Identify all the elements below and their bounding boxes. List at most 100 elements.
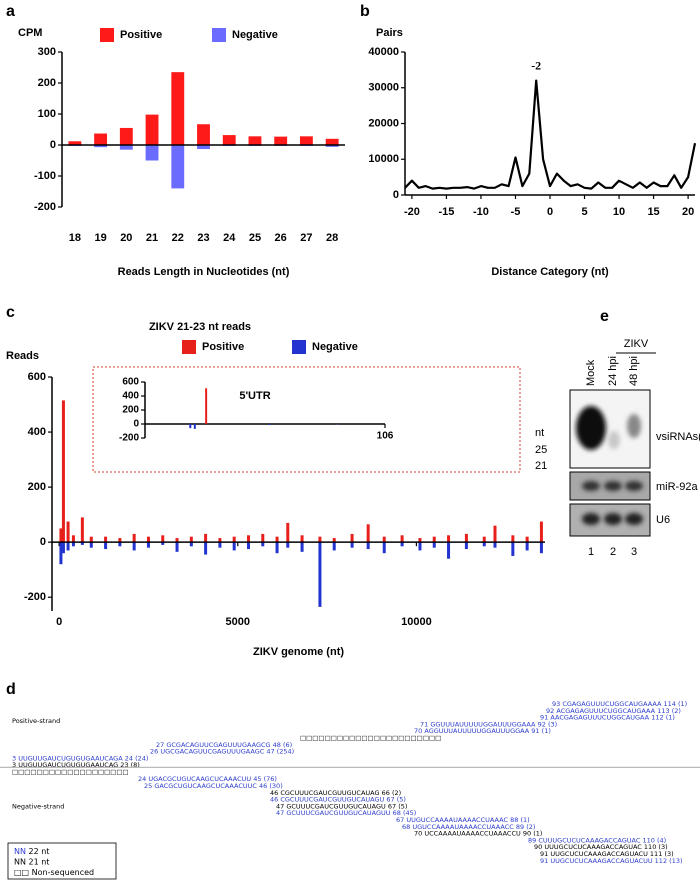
bar (204, 533, 208, 543)
read-seq: UGCGACAGUUCGAGUUUGAAGC (160, 748, 264, 756)
sequence-read: 46 CGCUUUCGAUCGUUGUCAUAGU 67 (5) (270, 796, 406, 804)
bar (286, 542, 290, 548)
bar (175, 542, 179, 552)
sequence-read: 71 GGUUUAUUUUUGGAUUUGGAAA 92 (3) (420, 720, 557, 728)
legend-label: 21 nt (29, 857, 50, 866)
y-tick-label: 100 (38, 108, 56, 120)
read-end: 90 (523, 830, 531, 838)
read-count: (45) (403, 809, 416, 817)
read-seq: UUGCUCUCAAAGACCAGUACUU (550, 857, 652, 865)
read-seq: UUGUUGAUCUGUGUGAAUCAGA (18, 754, 123, 762)
bar (432, 536, 436, 543)
read-end: 68 (393, 809, 401, 817)
bar (68, 141, 82, 145)
bar (539, 521, 543, 543)
read-seq: CGCUUUCGAUCGUUGUCAUAG (280, 789, 379, 797)
bar (145, 145, 159, 161)
x-tick-label: 106 (377, 431, 394, 442)
bar (161, 542, 165, 545)
bar (511, 535, 515, 543)
bar (447, 542, 451, 559)
read-count: (1) (533, 830, 542, 838)
bar (382, 536, 386, 543)
sequence-read: 91 AACGAGAGUUUCUGGCAUGAA 112 (1) (540, 714, 675, 722)
bar (261, 542, 265, 547)
sequence-read: 27 GCGACAGUUCGAGUUUGAAGCG 48 (6) (156, 741, 292, 749)
bar (118, 542, 122, 547)
bar (132, 542, 136, 551)
bar (350, 533, 354, 543)
y-tick-label: 200 (38, 77, 56, 89)
bar (222, 135, 236, 145)
bar (218, 538, 222, 543)
read-start: 26 (150, 748, 158, 756)
read-start: 47 (276, 809, 284, 817)
x-tick-label: 23 (197, 232, 209, 244)
y-tick-label: 600 (122, 377, 139, 388)
y-tick-label: 400 (122, 391, 139, 402)
bar (325, 145, 339, 147)
read-start: 47 (276, 802, 284, 810)
read-seq: GCGACAGUUCGAGUUUGAAGCG (166, 741, 270, 749)
bar (61, 400, 65, 543)
blot-band (582, 481, 600, 491)
y-tick-label: -100 (34, 170, 56, 182)
probe-label: vsiRNAs(-) (656, 431, 700, 443)
bar (248, 136, 262, 145)
read-seq: GGUUUAUUUUUGGAUUUGGAAA (430, 720, 536, 728)
x-tick-label: -10 (473, 206, 489, 218)
bar (232, 536, 236, 543)
sequence-read: 89 CUUUGCUCUCAAAGACCAGUAC 110 (4) (528, 836, 666, 844)
sequence-read: 93 CGAGAGUUUCUGGCAUGAAAA 114 (1) (552, 700, 687, 708)
inset-bar (268, 424, 271, 426)
y-tick-label: 400 (28, 426, 46, 438)
bar (66, 521, 70, 543)
blot-band (625, 513, 643, 525)
lane-number: 3 (631, 546, 637, 558)
read-end: 66 (382, 789, 390, 797)
bar (119, 145, 133, 150)
read-seq: GCUUUCGAUCGUUGUCAUAGU (286, 802, 386, 810)
read-count: (3) (664, 850, 673, 858)
bar (318, 542, 322, 607)
x-tick-label: 5 (581, 206, 587, 218)
legend-swatch (292, 340, 306, 354)
read-start: 27 (156, 741, 164, 749)
read-count: (2) (526, 823, 535, 831)
blot-band (604, 481, 622, 491)
bar (94, 133, 108, 145)
x-axis-label: Distance Category (nt) (491, 266, 609, 278)
read-end: 46 (259, 782, 267, 790)
read-end: 114 (664, 700, 676, 708)
bar (366, 542, 370, 550)
bar (104, 536, 108, 543)
data-line (404, 79, 697, 190)
panel-letter: b (360, 3, 370, 20)
read-end: 24 (125, 754, 133, 762)
sequence-read: 68 UGUCCAAAAUAAAACCUAAACC 89 (2) (402, 823, 535, 831)
probe-label: miR-92a (656, 481, 698, 493)
sequence-read: 46 CGCUUUCGAUCGUUGUCAUAG 66 (2) (270, 789, 401, 797)
read-seq: GACGCUGUCAAGCUCAAACUUC (154, 782, 257, 790)
read-start: 70 (414, 727, 422, 735)
y-tick-label: -200 (34, 201, 56, 213)
bar (175, 538, 179, 543)
read-end: 67 (386, 796, 394, 804)
x-tick-label: 22 (172, 232, 184, 244)
read-end: 47 (266, 748, 274, 756)
bar (400, 535, 404, 543)
read-count: (24) (135, 754, 148, 762)
bar (511, 542, 515, 556)
sequence-read: 91 UUGCUCUCAAAGACCAGUACUU 112 (13) (540, 857, 683, 865)
x-tick-label: 20 (120, 232, 132, 244)
lane-label: Mock (585, 359, 597, 386)
read-end: 91 (531, 727, 539, 735)
read-start: 89 (528, 836, 536, 844)
read-start: 93 (552, 700, 560, 708)
read-start: 71 (420, 720, 428, 728)
bar (71, 535, 75, 543)
read-seq: UUGCUCUCAAAGACCAGUACU (550, 850, 648, 858)
sequence-read: 26 UGCGACAGUUCGAGUUUGAAGC 47 (254) (150, 748, 294, 756)
inset-bar (189, 424, 192, 429)
